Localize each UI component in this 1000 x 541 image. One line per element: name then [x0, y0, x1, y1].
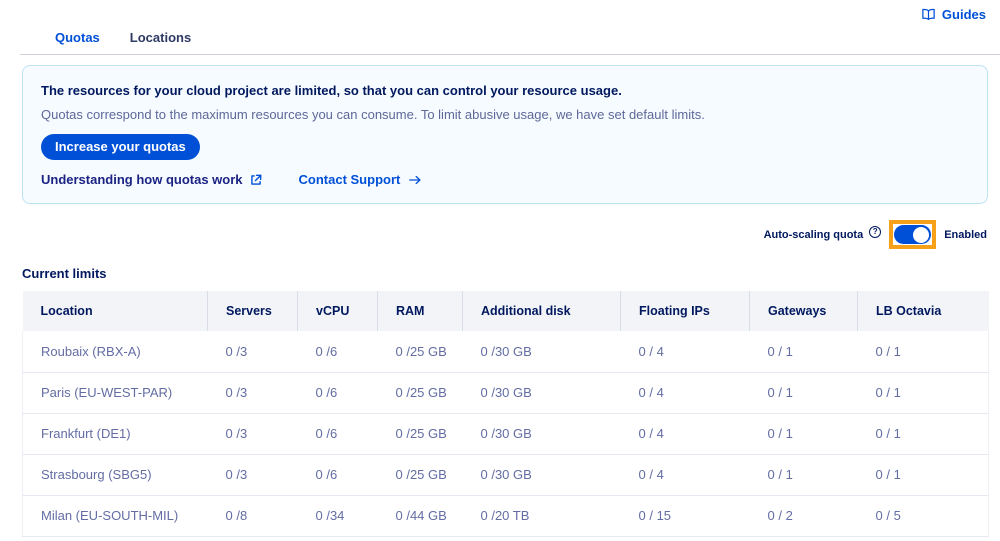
- guides-link[interactable]: Guides: [921, 7, 986, 22]
- increase-quotas-button[interactable]: Increase your quotas: [41, 134, 200, 160]
- quota-value-cell: 0 /6: [297, 331, 378, 373]
- quota-value-cell: 0 /3: [207, 331, 298, 373]
- guides-label: Guides: [941, 7, 986, 22]
- contact-support-link[interactable]: Contact Support: [299, 172, 424, 187]
- quota-value-cell: 0 / 1: [749, 413, 858, 455]
- arrow-right-icon: [409, 175, 421, 184]
- autoscaling-label: Auto-scaling quota: [763, 228, 864, 241]
- location-cell: Strasbourg (SBG5): [22, 454, 208, 496]
- quota-value-cell: 0 / 15: [620, 495, 750, 537]
- quota-table-body: Roubaix (RBX-A) 0 /3 0 /6 0 /25 GB 0 /30 GB 0…: [22, 331, 989, 537]
- quota-value-cell: 0 /3: [207, 454, 298, 496]
- location-cell: Roubaix (RBX-A): [22, 331, 208, 373]
- autoscaling-row: Auto-scaling quota ? Enabled: [0, 220, 987, 249]
- help-icon[interactable]: ?: [869, 225, 882, 238]
- understanding-quotas-label: Understanding how quotas work: [41, 172, 243, 187]
- tab-locations[interactable]: Locations: [129, 30, 192, 45]
- tab-quotas[interactable]: Quotas: [55, 30, 100, 45]
- autoscaling-state-label: Enabled: [944, 228, 987, 241]
- quota-value-cell: 0 / 4: [620, 372, 750, 414]
- quota-value-cell: 0 /8: [207, 495, 298, 537]
- quota-table: Location Servers vCPU RAM Additional disk Flo…: [22, 291, 989, 537]
- quota-value-cell: 0 /30 GB: [462, 372, 621, 414]
- info-banner: The resources for your cloud project are…: [22, 65, 988, 204]
- quota-value-cell: 0 / 1: [749, 454, 858, 496]
- quota-value-cell: 0 /44 GB: [377, 495, 463, 537]
- toggle-knob: [913, 226, 930, 243]
- quota-value-cell: 0 /25 GB: [377, 331, 463, 373]
- quota-value-cell: 0 / 4: [620, 413, 750, 455]
- autoscaling-toggle[interactable]: [894, 225, 932, 244]
- quota-value-cell: 0 /3: [207, 372, 298, 414]
- quota-value-cell: 0 /25 GB: [377, 372, 463, 414]
- contact-support-label: Contact Support: [298, 172, 401, 187]
- quota-value-cell: 0 / 1: [857, 413, 989, 455]
- quota-value-cell: 0 / 5: [857, 495, 989, 537]
- quota-value-cell: 0 / 1: [857, 372, 989, 414]
- column-header: Servers: [207, 291, 298, 331]
- quota-value-cell: 0 /20 TB: [462, 495, 621, 537]
- quota-value-cell: 0 /6: [297, 372, 378, 414]
- column-header: Location: [22, 291, 208, 331]
- quota-value-cell: 0 /34: [297, 495, 378, 537]
- current-limits-heading: Current limits: [22, 266, 107, 281]
- quota-value-cell: 0 / 2: [749, 495, 858, 537]
- quota-value-cell: 0 /6: [297, 413, 378, 455]
- column-header: Additional disk: [462, 291, 621, 331]
- quota-value-cell: 0 /25 GB: [377, 413, 463, 455]
- table-row: Strasbourg (SBG5) 0 /3 0 /6 0 /25 GB 0 /30 G…: [22, 454, 989, 496]
- table-row: Roubaix (RBX-A) 0 /3 0 /6 0 /25 GB 0 /30 GB 0…: [22, 331, 989, 373]
- quota-value-cell: 0 / 1: [857, 331, 989, 373]
- quota-value-cell: 0 /30 GB: [462, 331, 621, 373]
- quota-value-cell: 0 /3: [207, 413, 298, 455]
- quota-value-cell: 0 /30 GB: [462, 454, 621, 496]
- quota-value-cell: 0 / 4: [620, 454, 750, 496]
- location-cell: Frankfurt (DE1): [22, 413, 208, 455]
- tab-bar: Quotas Locations: [20, 0, 1000, 55]
- banner-title: The resources for your cloud project are…: [41, 83, 622, 98]
- banner-description: Quotas correspond to the maximum resourc…: [41, 107, 705, 122]
- quota-value-cell: 0 / 1: [749, 372, 858, 414]
- book-icon: [922, 8, 935, 20]
- understanding-quotas-link[interactable]: Understanding how quotas work: [41, 172, 263, 187]
- quota-value-cell: 0 /25 GB: [377, 454, 463, 496]
- column-header: LB Octavia: [857, 291, 989, 331]
- column-header: Floating IPs: [620, 291, 750, 331]
- column-header: Gateways: [749, 291, 858, 331]
- quota-value-cell: 0 /6: [297, 454, 378, 496]
- toggle-highlight-box: [889, 220, 937, 249]
- external-link-icon: [250, 174, 261, 185]
- column-header: RAM: [377, 291, 463, 331]
- table-row: Milan (EU-SOUTH-MIL) 0 /8 0 /34 0 /44 GB 0 /…: [22, 495, 989, 537]
- quota-value-cell: 0 / 4: [620, 331, 750, 373]
- table-header-row: Location Servers vCPU RAM Additional disk Flo…: [22, 291, 989, 331]
- column-header: vCPU: [297, 291, 378, 331]
- quota-value-cell: 0 / 1: [749, 331, 858, 373]
- location-cell: Milan (EU-SOUTH-MIL): [22, 495, 208, 537]
- quota-value-cell: 0 / 1: [857, 454, 989, 496]
- table-row: Frankfurt (DE1) 0 /3 0 /6 0 /25 GB 0 /30 GB 0…: [22, 413, 989, 455]
- quota-value-cell: 0 /30 GB: [462, 413, 621, 455]
- location-cell: Paris (EU-WEST-PAR): [22, 372, 208, 414]
- banner-links: Understanding how quotas work Contact Su…: [41, 172, 969, 187]
- table-row: Paris (EU-WEST-PAR) 0 /3 0 /6 0 /25 GB 0 /30…: [22, 372, 989, 414]
